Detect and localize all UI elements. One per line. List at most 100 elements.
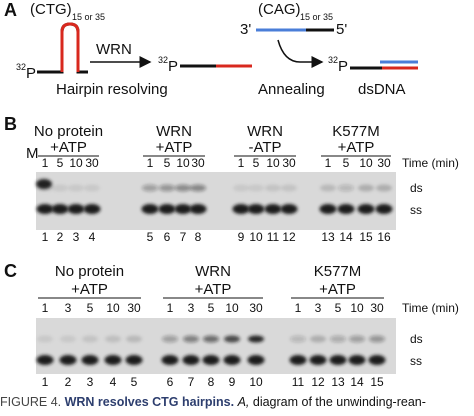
gel-band [82, 335, 98, 343]
panel-label: B [4, 114, 17, 134]
time-label: 30 [282, 156, 296, 170]
end-label: 3' [240, 21, 251, 38]
time-axis-label: Time (min) [402, 156, 459, 170]
time-axis-label: Time (min) [402, 301, 459, 315]
gel-band [224, 335, 240, 343]
gel-band [174, 204, 192, 214]
lane-number: 6 [167, 375, 174, 389]
caption-figure: FIGURE 4. [0, 395, 61, 409]
gel-band [330, 335, 346, 343]
time-label: 10 [176, 156, 190, 170]
time-label: 10 [359, 156, 373, 170]
step-label: Annealing [258, 81, 325, 98]
lane-number: 8 [195, 230, 202, 244]
group-condition: +ATP [319, 281, 356, 298]
caption-text: diagram of the unwinding-rean- [253, 395, 426, 409]
end-label: 5' [336, 21, 347, 38]
lane-number: 4 [110, 375, 117, 389]
lane-number: 7 [180, 230, 187, 244]
lane-number: 9 [229, 375, 236, 389]
gel-band [60, 335, 76, 343]
lane-number: 1 [42, 230, 49, 244]
lane-number: 14 [339, 230, 353, 244]
time-label: 1 [295, 301, 302, 315]
lane-number: 14 [350, 375, 364, 389]
ctg-label: (CTG) [30, 1, 72, 18]
band-label: ss [410, 354, 422, 368]
band-label: ss [410, 203, 422, 217]
gel-band [104, 355, 122, 365]
lane-number: 7 [188, 375, 195, 389]
gel-band [248, 335, 264, 343]
time-label: 5 [57, 156, 64, 170]
group-condition: +ATP [195, 281, 232, 298]
gel-image [36, 318, 396, 374]
gel-band [349, 335, 365, 343]
time-label: 5 [253, 156, 260, 170]
group-name: WRN [156, 123, 192, 140]
gel-band [338, 184, 354, 192]
time-label: 10 [225, 301, 239, 315]
group-condition: +ATP [50, 139, 87, 156]
caption: FIGURE 4. WRN resolves CTG hairpins. A, … [0, 395, 426, 409]
time-label: 10 [350, 301, 364, 315]
gel-band [37, 184, 53, 192]
time-label: 5 [335, 301, 342, 315]
gel-band [248, 184, 264, 192]
lane-number: 2 [65, 375, 72, 389]
gel-band [37, 335, 53, 343]
gel-band [105, 335, 121, 343]
band-label: ds [410, 181, 423, 195]
gel-band [52, 184, 68, 192]
lane-number: 1 [42, 375, 49, 389]
group-name: No protein [34, 123, 103, 140]
gel-band [175, 184, 191, 192]
panel-label: A [4, 0, 17, 20]
lane-number: 5 [131, 375, 138, 389]
lane-number: 15 [359, 230, 373, 244]
time-label: 30 [377, 156, 391, 170]
gel-band [202, 355, 220, 365]
time-label: 1 [167, 301, 174, 315]
gel-band [162, 335, 178, 343]
time-label: 30 [127, 301, 141, 315]
gel-band [159, 184, 175, 192]
marker-label: M [26, 145, 39, 162]
gel-band [233, 184, 249, 192]
time-label: 30 [370, 301, 384, 315]
gel-band [190, 184, 206, 192]
lane-number: 3 [73, 230, 80, 244]
caption-title: WRN resolves CTG hairpins. [65, 395, 234, 409]
arrow [277, 39, 324, 68]
lane-number: 16 [377, 230, 391, 244]
group-name: WRN [195, 263, 231, 280]
lane-number: 10 [249, 375, 263, 389]
gel-band [375, 204, 393, 214]
gel-band [161, 355, 179, 365]
time-label: 5 [164, 156, 171, 170]
lane-number: 5 [147, 230, 154, 244]
lane-number: 3 [87, 375, 94, 389]
gel-band [369, 335, 385, 343]
group-condition: +ATP [338, 139, 375, 156]
caption-panel: A, [237, 395, 250, 409]
group-condition: +ATP [71, 281, 108, 298]
gel-band [67, 204, 85, 214]
gel-band [358, 184, 374, 192]
time-label: 5 [208, 301, 215, 315]
time-label: 5 [87, 301, 94, 315]
phosphate: P [26, 65, 36, 82]
gel-band [183, 335, 199, 343]
gel-band [247, 204, 265, 214]
panel-label: C [4, 261, 17, 281]
lane-number: 15 [370, 375, 384, 389]
ctg-hairpin [60, 22, 80, 72]
gel-band [264, 204, 282, 214]
phosphate: P [168, 58, 178, 75]
lane-number: 12 [282, 230, 296, 244]
gel-band [329, 355, 347, 365]
gel-band [280, 204, 298, 214]
gel-band [51, 204, 69, 214]
isotope: 32 [158, 55, 168, 65]
